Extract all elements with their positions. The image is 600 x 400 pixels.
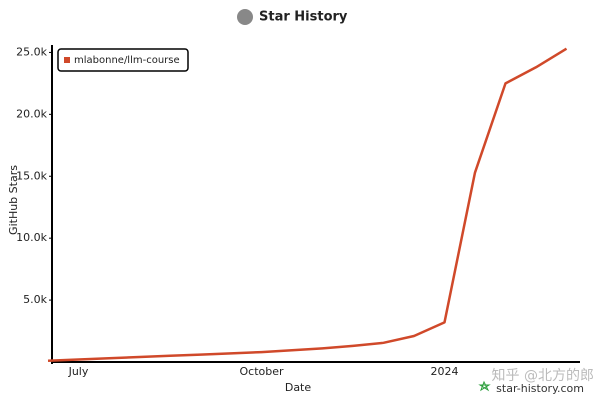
y-tick-label: 25.0k (16, 45, 47, 58)
y-tick-label: 5.0k (23, 293, 47, 306)
credit-icon (478, 380, 491, 392)
y-axis-label: GitHub Stars (7, 165, 20, 235)
chart-title: Star History (259, 10, 348, 25)
credit: star-history.com (496, 382, 584, 395)
x-tick-label: July (68, 365, 89, 378)
x-tick-label: October (239, 365, 283, 378)
legend-label: mlabonne/llm-course (74, 55, 180, 66)
y-tick-label: 10.0k (16, 231, 47, 244)
legend-swatch (64, 57, 70, 63)
y-tick-label: 20.0k (16, 107, 47, 120)
line (47, 47, 568, 363)
x-tick-label: 2024 (431, 365, 459, 378)
watermark: 知乎 @北方的郎 (492, 367, 594, 384)
avatar (237, 9, 253, 25)
y-tick-label: 15.0k (16, 169, 47, 182)
legend-box (57, 48, 189, 72)
x-axis-label: Date (285, 381, 312, 394)
